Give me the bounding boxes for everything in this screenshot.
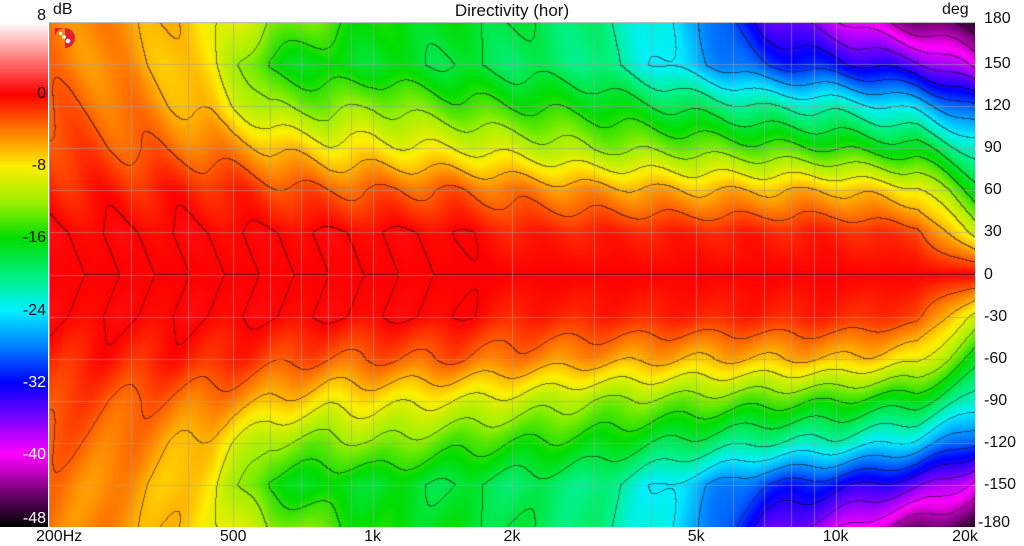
- directivity-heatmap[interactable]: [49, 22, 975, 527]
- colorbar-tick-label: -48: [22, 510, 46, 527]
- angle-tick-label: 120: [984, 97, 1011, 115]
- chart-title: Directivity (hor): [454, 1, 570, 20]
- colorbar-tick-label: -24: [22, 301, 46, 319]
- colorbar-tick-label: -16: [22, 229, 46, 247]
- angle-tick-label: -60: [984, 349, 1008, 367]
- colorbar-tick-label: -8: [31, 157, 46, 175]
- frequency-tick-label: 200Hz: [36, 528, 83, 545]
- angle-tick-label: -150: [984, 475, 1017, 493]
- colorbar-tick-label: -32: [22, 373, 46, 391]
- angle-tick-label: -180: [978, 514, 1011, 531]
- angle-tick-label: 90: [984, 139, 1002, 157]
- color-scale-bar: [0, 22, 48, 527]
- plot-frame: [49, 22, 975, 527]
- colorbar-tick-label: 0: [37, 85, 46, 103]
- angle-tick-label: 30: [984, 223, 1002, 241]
- angle-unit-label: deg: [942, 1, 969, 18]
- angle-tick-label: 60: [984, 181, 1002, 199]
- angle-tick-label: -30: [984, 307, 1008, 325]
- frequency-tick-label: 10k: [822, 528, 849, 545]
- frequency-tick-label: 20k: [952, 528, 978, 545]
- frequency-tick-label: 2k: [503, 528, 521, 545]
- angle-tick-label: -90: [984, 391, 1008, 409]
- colorbar-tick-label: 8: [37, 7, 46, 24]
- angle-tick-label: 150: [984, 55, 1011, 73]
- frequency-tick-label: 5k: [687, 528, 705, 545]
- colorbar-tick-label: -40: [22, 445, 46, 463]
- app-logo-icon[interactable]: [54, 27, 76, 49]
- colorbar-unit-label: dB: [53, 1, 73, 18]
- angle-tick-label: -120: [984, 433, 1017, 451]
- frequency-tick-label: 1k: [364, 528, 382, 545]
- angle-tick-label: 0: [984, 265, 993, 283]
- frequency-tick-label: 500: [219, 528, 247, 545]
- angle-tick-label: 180: [984, 10, 1011, 27]
